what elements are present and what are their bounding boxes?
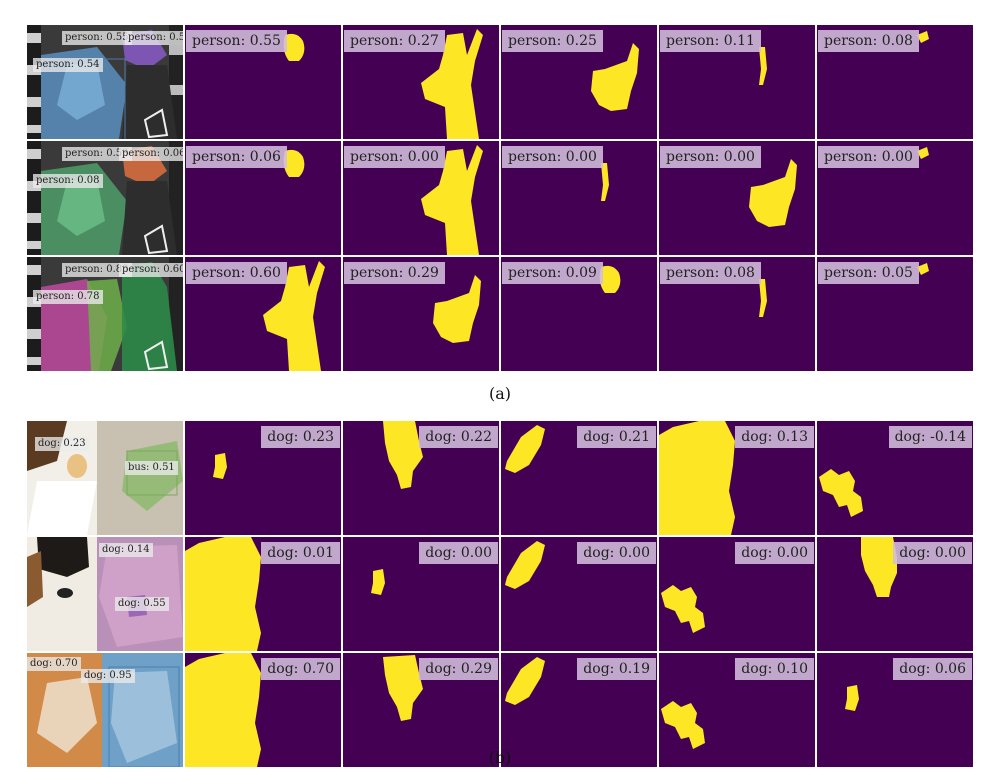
mask-score-label: dog: 0.10 <box>735 658 814 680</box>
panel-a-row-3: person: 0.83 person: 0.60 person: 0.78 p… <box>27 257 977 371</box>
dog-photo: dog: 0.14 dog: 0.55 <box>27 537 183 651</box>
panel-b-row-3: dog: 0.70 dog: 0.95 dog: 0.70 dog: 0.29 … <box>27 653 977 767</box>
mask-cell: dog: 0.10 <box>659 653 815 767</box>
mask-score-label: dog: 0.23 <box>261 426 340 448</box>
mask-cell: person: 0.11 <box>659 25 815 139</box>
mask-score-label: person: 0.08 <box>818 30 919 52</box>
mask-cell: dog: 0.23 <box>185 421 341 535</box>
mask-score-label: person: 0.00 <box>344 146 445 168</box>
mask-cell: dog: 0.00 <box>817 537 973 651</box>
panel-a-row-2: person: 0.59 person: 0.06 person: 0.08 p… <box>27 141 977 255</box>
mask-cell: person: 0.55 <box>185 25 341 139</box>
panel-a-grid: person: 0.55 person: 0.55 person: 0.54 p… <box>27 25 977 373</box>
mask-score-label: person: 0.09 <box>502 262 603 284</box>
mask-cell: person: 0.08 <box>817 25 973 139</box>
detection-label: person: 0.60 <box>119 263 183 277</box>
mask-score-label: person: 0.29 <box>344 262 445 284</box>
mask-score-label: dog: 0.00 <box>735 542 814 564</box>
mask-cell: person: 0.09 <box>501 257 657 371</box>
mask-cell: dog: 0.22 <box>343 421 499 535</box>
mask-score-label: dog: 0.21 <box>577 426 656 448</box>
mask-cell: person: 0.00 <box>659 141 815 255</box>
mask-cell: person: 0.06 <box>185 141 341 255</box>
panel-a-caption: (a) <box>488 384 512 403</box>
mask-score-label: dog: 0.00 <box>419 542 498 564</box>
detection-label: dog: 0.14 <box>99 543 153 557</box>
mask-score-label: dog: 0.00 <box>893 542 972 564</box>
mask-cell: dog: 0.19 <box>501 653 657 767</box>
mask-cell: person: 0.00 <box>817 141 973 255</box>
mask-score-label: person: 0.60 <box>186 262 287 284</box>
mask-score-label: dog: 0.22 <box>419 426 498 448</box>
mask-cell: dog: 0.01 <box>185 537 341 651</box>
mask-score-label: person: 0.08 <box>660 262 761 284</box>
detection-label: person: 0.08 <box>33 174 103 188</box>
panel-b-caption: (b) <box>488 748 512 767</box>
mask-cell: person: 0.05 <box>817 257 973 371</box>
mask-score-label: dog: 0.13 <box>735 426 814 448</box>
mask-cell: person: 0.60 <box>185 257 341 371</box>
mask-cell: dog: 0.13 <box>659 421 815 535</box>
mask-score-label: dog: 0.01 <box>261 542 340 564</box>
mask-cell: person: 0.27 <box>343 25 499 139</box>
mask-cell: person: 0.08 <box>659 257 815 371</box>
mask-score-label: dog: 0.06 <box>893 658 972 680</box>
person-photo: person: 0.55 person: 0.55 person: 0.54 <box>27 25 183 139</box>
dog-photo: dog: 0.70 dog: 0.95 <box>27 653 183 767</box>
person-photo: person: 0.59 person: 0.06 person: 0.08 <box>27 141 183 255</box>
mask-cell: person: 0.25 <box>501 25 657 139</box>
panel-b-row-2: dog: 0.14 dog: 0.55 dog: 0.01 dog: 0.00 … <box>27 537 977 651</box>
mask-score-label: person: 0.00 <box>660 146 761 168</box>
detection-label: person: 0.06 <box>119 147 183 161</box>
detection-label: person: 0.78 <box>33 290 103 304</box>
mask-cell: dog: 0.21 <box>501 421 657 535</box>
detection-label: person: 0.59 <box>62 147 132 161</box>
detection-label: dog: 0.70 <box>27 657 81 671</box>
mask-cell: dog: 0.00 <box>501 537 657 651</box>
mask-cell: dog: 0.70 <box>185 653 341 767</box>
mask-score-label: person: 0.00 <box>818 146 919 168</box>
mask-cell: dog: 0.29 <box>343 653 499 767</box>
panel-b-row-1: dog: 0.23 bus: 0.51 dog: 0.23 dog: 0.22 … <box>27 421 977 535</box>
detection-label: person: 0.54 <box>33 58 103 72</box>
mask-cell: dog: 0.06 <box>817 653 973 767</box>
mask-cell: dog: 0.00 <box>343 537 499 651</box>
mask-score-label: dog: 0.29 <box>419 658 498 680</box>
mask-score-label: person: 0.27 <box>344 30 445 52</box>
mask-score-label: person: 0.05 <box>818 262 919 284</box>
mask-cell: person: 0.00 <box>501 141 657 255</box>
mask-score-label: dog: -0.14 <box>888 426 972 448</box>
mask-score-label: person: 0.55 <box>186 30 287 52</box>
detection-label: person: 0.83 <box>62 263 132 277</box>
mask-score-label: person: 0.00 <box>502 146 603 168</box>
mask-cell: dog: 0.00 <box>659 537 815 651</box>
detection-label: person: 0.55 <box>125 31 183 45</box>
dog-photo: dog: 0.23 bus: 0.51 <box>27 421 183 535</box>
detection-label: dog: 0.23 <box>35 437 89 451</box>
mask-score-label: dog: 0.70 <box>261 658 340 680</box>
mask-cell: person: 0.00 <box>343 141 499 255</box>
detection-label: bus: 0.51 <box>125 461 178 475</box>
mask-score-label: dog: 0.19 <box>577 658 656 680</box>
detection-label: dog: 0.95 <box>81 669 135 683</box>
panel-a-row-1: person: 0.55 person: 0.55 person: 0.54 p… <box>27 25 977 139</box>
person-photo: person: 0.83 person: 0.60 person: 0.78 <box>27 257 183 371</box>
mask-cell: dog: -0.14 <box>817 421 973 535</box>
mask-score-label: person: 0.11 <box>660 30 761 52</box>
detection-label: dog: 0.55 <box>115 597 169 611</box>
panel-b-grid: dog: 0.23 bus: 0.51 dog: 0.23 dog: 0.22 … <box>27 421 977 769</box>
mask-cell: person: 0.29 <box>343 257 499 371</box>
mask-score-label: dog: 0.00 <box>577 542 656 564</box>
mask-score-label: person: 0.25 <box>502 30 603 52</box>
detection-label: person: 0.55 <box>62 31 132 45</box>
mask-score-label: person: 0.06 <box>186 146 287 168</box>
